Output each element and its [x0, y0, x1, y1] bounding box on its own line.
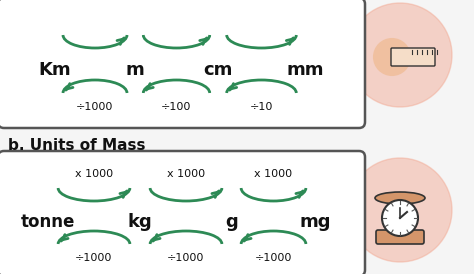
Circle shape: [348, 158, 452, 262]
Text: ÷1000: ÷1000: [76, 102, 114, 112]
Text: mm: mm: [286, 61, 324, 79]
FancyBboxPatch shape: [0, 0, 365, 128]
FancyBboxPatch shape: [391, 48, 435, 66]
Text: g: g: [226, 213, 238, 231]
Text: mg: mg: [299, 213, 331, 231]
Text: ÷1000: ÷1000: [167, 253, 205, 263]
Text: x 1000: x 1000: [75, 169, 113, 179]
Bar: [397, 200, 403, 234]
Text: cm: cm: [203, 61, 233, 79]
FancyBboxPatch shape: [0, 151, 365, 274]
Text: ÷100: ÷100: [161, 102, 191, 112]
Text: m: m: [126, 61, 145, 79]
Circle shape: [382, 200, 418, 236]
Text: kg: kg: [128, 213, 152, 231]
Text: ÷10: ÷10: [250, 102, 273, 112]
Text: ÷1000: ÷1000: [75, 253, 113, 263]
Text: ÷1000: ÷1000: [255, 253, 292, 263]
Text: b. Units of Mass: b. Units of Mass: [8, 138, 146, 153]
Text: x 1000: x 1000: [255, 169, 292, 179]
Text: x 1000: x 1000: [167, 169, 205, 179]
FancyBboxPatch shape: [376, 230, 424, 244]
Text: Km: Km: [39, 61, 71, 79]
Text: tonne: tonne: [21, 213, 75, 231]
Ellipse shape: [374, 39, 410, 75]
Circle shape: [348, 3, 452, 107]
Ellipse shape: [375, 192, 425, 204]
